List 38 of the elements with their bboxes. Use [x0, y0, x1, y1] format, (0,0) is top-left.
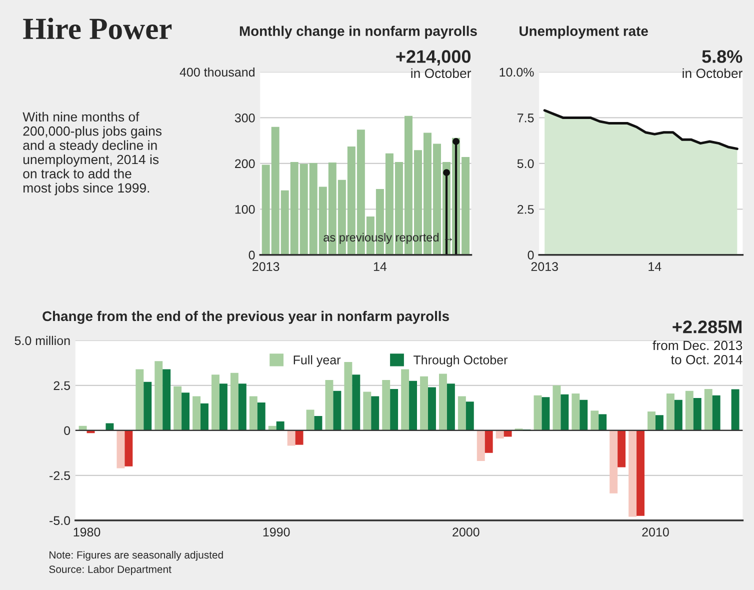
y-tick-label: 0: [64, 426, 70, 436]
chart-title: Monthly change in nonfarm payrolls: [240, 26, 477, 39]
x-tick-label: 1990: [263, 528, 290, 537]
y-tick-label: 5.0 million: [14, 336, 70, 346]
legend-label: Through October: [414, 355, 508, 367]
y-tick-label: 100: [235, 204, 255, 214]
y-tick-label: 200: [235, 159, 255, 168]
chart-title: Unemployment rate: [520, 26, 648, 39]
x-tick-label: 14: [374, 262, 387, 271]
y-tick-label: -5.0: [50, 516, 70, 526]
legend-label: Full year: [294, 355, 341, 367]
x-tick-label: 2013: [252, 262, 280, 272]
text: +2.285M: [672, 320, 742, 334]
x-tick-label: 2013: [531, 262, 558, 272]
y-tick-label: 300: [234, 114, 255, 122]
x-tick-label: 1980: [74, 528, 100, 537]
annotation: in October: [682, 68, 742, 78]
text: Note: Figures are seasonally adjusted: [50, 550, 223, 561]
x-tick-label: 14: [648, 262, 662, 271]
annotation: from Dec. 2013 to Oct. 2014: [652, 340, 742, 364]
text: With nine months of 200,000-plus jobs gains and a steady decline in unemployment, 2014 is on track to add the most jobs since 1999.: [22, 112, 162, 196]
y-tick-label: -2.5: [50, 471, 70, 480]
text: Hire Power: [23, 18, 172, 40]
text: 5.8%: [702, 50, 742, 63]
text: +214,000: [396, 50, 471, 66]
y-tick-label: 2.5: [54, 381, 70, 390]
y-tick-label: 0: [528, 250, 534, 260]
y-tick-label: 5.0: [517, 159, 534, 168]
x-tick-label: 2010: [642, 528, 669, 537]
chart-title: Change from the end of the previous year in nonfarm payrolls: [42, 310, 449, 324]
y-tick-label: 400 thousand: [180, 67, 254, 77]
y-tick-label: 2.5: [518, 204, 534, 214]
x-tick-label: 2000: [452, 528, 480, 537]
y-tick-label: 10.0%: [500, 68, 534, 77]
y-tick-label: 0: [248, 250, 255, 260]
source-note: Source: Labor Department: [49, 565, 172, 576]
y-tick-label: 7.5: [518, 114, 534, 122]
annotation: in October: [411, 68, 472, 78]
